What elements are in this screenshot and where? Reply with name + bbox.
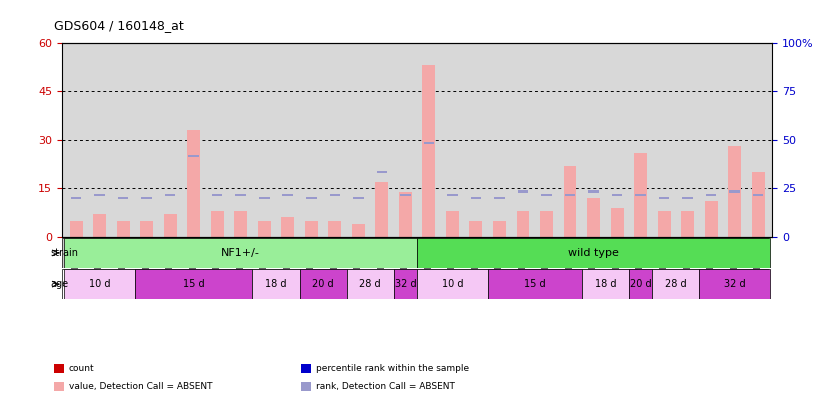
Bar bbox=[282, 194, 293, 196]
Bar bbox=[729, 190, 740, 193]
Text: 32 d: 32 d bbox=[395, 279, 416, 289]
Bar bbox=[306, 197, 316, 199]
Bar bbox=[587, 198, 600, 237]
Text: percentile rank within the sample: percentile rank within the sample bbox=[316, 364, 469, 373]
Bar bbox=[516, 211, 529, 237]
Bar bbox=[657, 211, 671, 237]
Bar bbox=[394, 269, 417, 299]
Text: GDS604 / 160148_at: GDS604 / 160148_at bbox=[54, 19, 183, 32]
Bar bbox=[353, 197, 363, 199]
Bar bbox=[211, 211, 224, 237]
Text: rank, Detection Call = ABSENT: rank, Detection Call = ABSENT bbox=[316, 382, 455, 391]
Bar bbox=[352, 224, 365, 237]
Bar bbox=[305, 221, 318, 237]
Bar bbox=[541, 194, 552, 196]
Bar bbox=[447, 194, 458, 196]
Bar bbox=[399, 192, 412, 237]
Bar bbox=[329, 221, 341, 237]
Bar bbox=[753, 194, 763, 196]
Bar bbox=[471, 197, 482, 199]
Bar bbox=[752, 172, 765, 237]
Bar bbox=[682, 197, 693, 199]
Bar bbox=[347, 269, 394, 299]
Bar bbox=[282, 217, 294, 237]
Bar bbox=[69, 221, 83, 237]
Text: 20 d: 20 d bbox=[312, 279, 334, 289]
Text: strain: strain bbox=[50, 248, 78, 258]
Bar bbox=[634, 153, 647, 237]
Bar bbox=[612, 194, 622, 196]
Bar bbox=[422, 65, 435, 237]
Bar bbox=[487, 269, 582, 299]
Bar bbox=[253, 269, 300, 299]
Bar bbox=[582, 269, 629, 299]
Bar bbox=[93, 214, 106, 237]
Bar bbox=[116, 221, 130, 237]
Bar bbox=[729, 146, 741, 237]
Bar bbox=[518, 190, 529, 193]
Bar bbox=[140, 221, 153, 237]
Bar bbox=[212, 194, 222, 196]
Bar bbox=[164, 214, 177, 237]
Bar bbox=[330, 194, 340, 196]
Bar bbox=[681, 211, 694, 237]
Text: 28 d: 28 d bbox=[359, 279, 381, 289]
Bar bbox=[118, 197, 128, 199]
Bar bbox=[259, 197, 269, 199]
Bar bbox=[188, 130, 200, 237]
Bar bbox=[494, 197, 505, 199]
Text: NF1+/-: NF1+/- bbox=[221, 248, 260, 258]
Bar bbox=[94, 194, 105, 196]
Bar bbox=[71, 197, 81, 199]
Text: 10 d: 10 d bbox=[442, 279, 463, 289]
Bar bbox=[64, 238, 417, 268]
Bar bbox=[165, 194, 175, 196]
Text: count: count bbox=[69, 364, 94, 373]
Bar bbox=[141, 197, 152, 199]
Bar bbox=[610, 208, 624, 237]
Bar bbox=[377, 171, 387, 173]
Bar bbox=[706, 194, 716, 196]
Text: 10 d: 10 d bbox=[89, 279, 111, 289]
Bar bbox=[469, 221, 482, 237]
Bar bbox=[64, 269, 135, 299]
Bar bbox=[235, 211, 247, 237]
Text: age: age bbox=[50, 279, 69, 289]
Bar bbox=[563, 166, 577, 237]
Text: 18 d: 18 d bbox=[595, 279, 616, 289]
Text: 28 d: 28 d bbox=[665, 279, 686, 289]
Bar bbox=[300, 269, 347, 299]
Text: 18 d: 18 d bbox=[265, 279, 287, 289]
Bar bbox=[653, 269, 700, 299]
Bar bbox=[659, 197, 669, 199]
Bar bbox=[417, 238, 770, 268]
Bar bbox=[446, 211, 459, 237]
Bar bbox=[400, 194, 411, 196]
Bar bbox=[705, 201, 718, 237]
Text: 20 d: 20 d bbox=[629, 279, 652, 289]
Text: 32 d: 32 d bbox=[724, 279, 746, 289]
Bar bbox=[135, 269, 253, 299]
Text: 15 d: 15 d bbox=[524, 279, 545, 289]
Bar bbox=[258, 221, 271, 237]
Bar bbox=[493, 221, 506, 237]
Text: value, Detection Call = ABSENT: value, Detection Call = ABSENT bbox=[69, 382, 212, 391]
Bar bbox=[417, 269, 487, 299]
Text: 15 d: 15 d bbox=[183, 279, 205, 289]
Bar bbox=[188, 155, 199, 157]
Text: wild type: wild type bbox=[568, 248, 619, 258]
Bar bbox=[565, 194, 576, 196]
Bar bbox=[424, 142, 434, 144]
Bar bbox=[700, 269, 770, 299]
Bar bbox=[375, 182, 388, 237]
Bar bbox=[235, 194, 246, 196]
Bar bbox=[540, 211, 553, 237]
Bar bbox=[635, 194, 646, 196]
Bar bbox=[629, 269, 653, 299]
Bar bbox=[588, 190, 599, 193]
